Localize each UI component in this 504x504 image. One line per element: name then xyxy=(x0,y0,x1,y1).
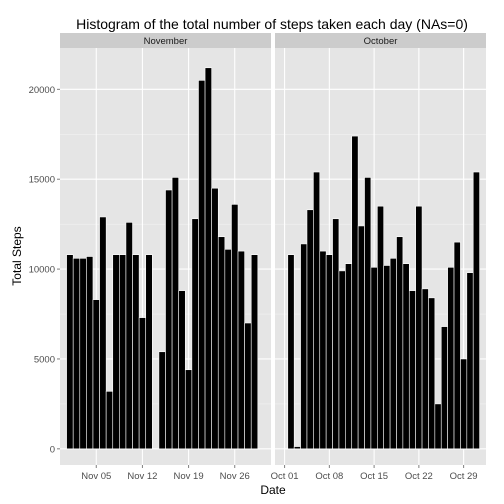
bar xyxy=(79,257,87,450)
bar xyxy=(364,177,372,450)
bar xyxy=(389,257,397,450)
bar xyxy=(453,241,461,450)
x-axis-october: Oct 01 Oct 08 Oct 15 Oct 22 Oct 29 xyxy=(271,465,478,482)
chart-title: Histogram of the total number of steps t… xyxy=(76,16,468,32)
x-tick-label: Oct 01 xyxy=(271,471,299,482)
bar xyxy=(191,218,199,450)
bar xyxy=(377,205,384,450)
bar xyxy=(396,236,404,450)
x-tick-label: Oct 15 xyxy=(360,471,388,482)
x-tick-label: Oct 22 xyxy=(405,471,433,482)
bar xyxy=(408,290,416,450)
bar xyxy=(237,250,245,450)
bar xyxy=(244,322,252,450)
bar xyxy=(306,209,314,450)
strip-label-november: November xyxy=(144,36,188,47)
bar xyxy=(184,369,193,450)
y-tick-label: 0 xyxy=(50,444,55,455)
x-axis-november: Nov 05 Nov 12 Nov 19 Nov 26 xyxy=(81,465,250,482)
bar xyxy=(217,236,226,450)
bar xyxy=(402,263,410,450)
x-tick-label: Oct 08 xyxy=(315,471,343,482)
bar xyxy=(224,249,232,450)
x-tick-label: Oct 29 xyxy=(450,471,478,482)
strip-november xyxy=(60,33,271,48)
y-axis-title: Total Steps xyxy=(10,226,24,285)
bar xyxy=(92,299,100,450)
bar xyxy=(428,297,436,450)
bar xyxy=(370,266,378,450)
bar xyxy=(165,189,173,450)
strip-label-october: October xyxy=(364,36,398,47)
bar xyxy=(434,403,442,450)
bar xyxy=(72,257,81,450)
bar xyxy=(231,204,239,450)
bar xyxy=(383,265,391,450)
bar xyxy=(421,288,429,450)
bar xyxy=(145,254,153,450)
x-tick-label: Nov 26 xyxy=(220,471,250,482)
bar xyxy=(132,254,140,450)
y-tick-label: 5000 xyxy=(34,354,55,365)
bar xyxy=(86,256,94,450)
bar xyxy=(300,243,308,450)
panel-november: November xyxy=(60,33,271,465)
bar xyxy=(211,187,219,450)
y-tick-label: 10000 xyxy=(29,265,55,276)
bar xyxy=(293,446,301,450)
bar xyxy=(66,254,74,450)
strip-october xyxy=(275,33,486,48)
bar xyxy=(325,254,333,450)
bar xyxy=(178,290,186,450)
bar xyxy=(313,171,321,450)
bar xyxy=(204,67,212,450)
bar xyxy=(460,358,468,450)
bars-november xyxy=(66,67,259,450)
bar xyxy=(99,216,107,450)
bar xyxy=(338,270,346,450)
bar xyxy=(447,266,455,450)
bar xyxy=(119,254,127,450)
bar xyxy=(466,272,474,450)
bar xyxy=(125,222,133,450)
panel-october: October xyxy=(275,33,486,465)
bar xyxy=(138,317,147,450)
x-axis-title: Date xyxy=(260,483,286,497)
bar xyxy=(332,218,340,450)
bar xyxy=(105,391,114,450)
bar xyxy=(171,177,179,450)
bar xyxy=(415,205,423,450)
bar xyxy=(158,351,166,450)
bar xyxy=(472,171,480,450)
y-tick-label: 20000 xyxy=(29,85,55,96)
bar xyxy=(112,254,120,450)
bar xyxy=(351,135,359,450)
bar xyxy=(357,225,365,450)
bar xyxy=(345,263,353,450)
bar xyxy=(287,254,295,450)
bar xyxy=(440,326,448,450)
x-tick-label: Nov 19 xyxy=(174,471,204,482)
bar xyxy=(198,80,206,450)
y-tick-label: 15000 xyxy=(29,175,55,186)
y-axis: 0 5000 10000 15000 20000 xyxy=(29,85,60,455)
bars-october xyxy=(287,135,480,450)
x-tick-label: Nov 12 xyxy=(127,471,157,482)
x-tick-label: Nov 05 xyxy=(81,471,111,482)
bar xyxy=(250,254,259,450)
bar xyxy=(319,250,327,450)
